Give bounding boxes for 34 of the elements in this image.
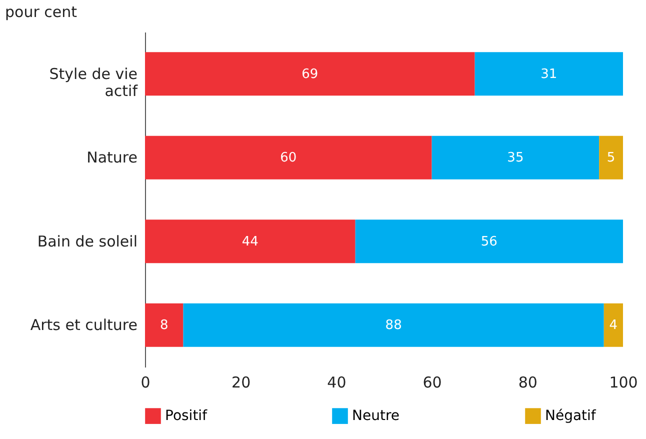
data-label: 4 [609, 318, 618, 334]
x-tick-label: 80 [518, 374, 538, 392]
bar [599, 136, 623, 180]
bar [145, 220, 356, 264]
legend-label: Négatif [545, 408, 597, 424]
x-tick-label: 60 [422, 374, 442, 392]
y-tick-label: Nature [86, 148, 138, 167]
legend-label: Neutre [352, 408, 400, 424]
x-tick-label: 100 [609, 374, 638, 392]
bar [432, 136, 600, 180]
y-tick-label: Bain de soleil [37, 232, 138, 250]
data-label: 69 [302, 66, 318, 82]
bar [145, 52, 475, 96]
data-label: 56 [480, 234, 498, 250]
x-tick-label: 40 [327, 374, 346, 392]
legend-label: Positif [165, 408, 208, 424]
data-label: 31 [540, 66, 558, 82]
x-tick-label: 20 [232, 374, 251, 392]
bar [474, 52, 623, 96]
bar [604, 303, 623, 347]
bar [145, 303, 184, 347]
bar [355, 220, 623, 264]
y-tick-label: Style de vie actif [49, 64, 138, 100]
bar [183, 303, 604, 347]
data-label: 35 [507, 150, 524, 166]
bar [145, 136, 432, 180]
chart-title: pour cent [5, 3, 78, 21]
x-tick-label: 0 [140, 374, 150, 392]
data-label: 44 [242, 234, 258, 250]
data-label: 5 [606, 150, 616, 166]
data-label: 8 [160, 318, 168, 334]
data-label: 88 [385, 318, 402, 334]
y-tick-label: Arts et culture [30, 316, 138, 334]
data-label: 60 [280, 150, 297, 166]
